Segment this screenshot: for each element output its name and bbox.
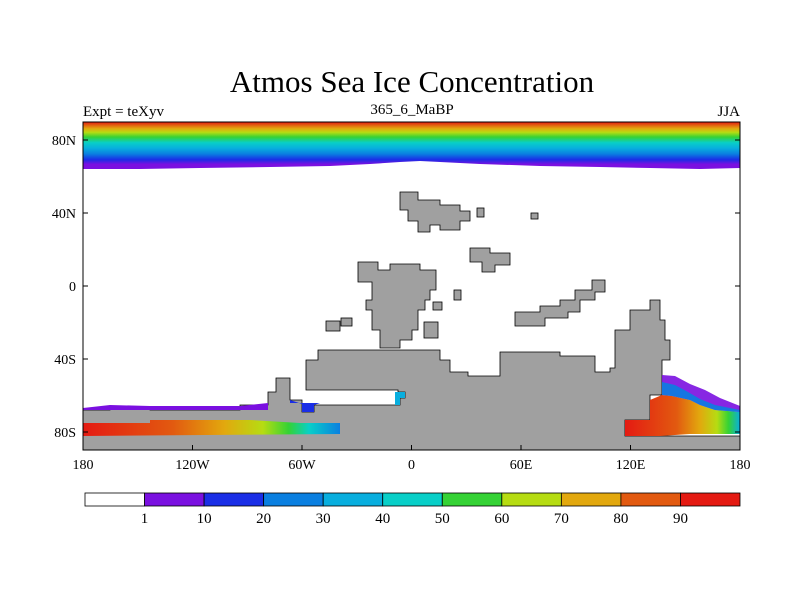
x-tick-label: 0 xyxy=(408,458,415,473)
colorbar-box xyxy=(620,492,681,507)
colorbar-label: 40 xyxy=(375,511,390,527)
colorbar-label: 50 xyxy=(435,511,450,527)
antarctic-sea-ice-east xyxy=(625,395,740,436)
colorbar-label: 10 xyxy=(197,511,212,527)
land-east-asia xyxy=(469,247,511,273)
colorbar-box xyxy=(501,492,562,507)
colorbar-box xyxy=(322,492,384,507)
colorbar-box xyxy=(441,492,503,507)
x-axis: 180 120W 60W 0 60E 120E 180 xyxy=(73,445,751,473)
land-island-central-2 xyxy=(432,301,443,311)
land-island-central xyxy=(453,289,462,301)
colorbar-box xyxy=(203,492,265,507)
colorbar-box xyxy=(680,492,741,507)
y-tick-label: 80S xyxy=(54,426,76,441)
colorbar-box xyxy=(84,492,145,507)
land-madagascar xyxy=(423,321,439,339)
y-tick-label: 40S xyxy=(54,353,76,368)
land-small-island-2 xyxy=(476,207,485,218)
land-small-island xyxy=(530,212,539,220)
experiment-label: Expt = teXyv xyxy=(83,104,164,120)
sea-ice-mid-edge xyxy=(290,400,320,412)
colorbar-label: 60 xyxy=(494,511,509,527)
x-tick-label: 180 xyxy=(73,458,94,473)
y-tick-label: 80N xyxy=(52,134,76,149)
y-tick-label: 40N xyxy=(52,207,76,222)
y-tick-label: 0 xyxy=(69,280,76,295)
arctic-sea-ice xyxy=(83,122,740,169)
land-island-west-2 xyxy=(340,317,353,327)
colorbar-box xyxy=(263,492,324,507)
x-tick-label: 60W xyxy=(288,458,316,473)
colorbar: 1 10 20 30 40 50 60 70 80 90 xyxy=(84,492,741,527)
land-island-west xyxy=(325,320,341,332)
land-eurasia xyxy=(399,191,471,233)
x-tick-label: 180 xyxy=(730,458,751,473)
land-africa xyxy=(357,261,437,349)
period-label: 365_6_MaBP xyxy=(370,102,453,118)
map-title: Atmos Sea Ice Concentration xyxy=(230,64,595,99)
colorbar-label: 90 xyxy=(673,511,688,527)
sea-ice-west-edge xyxy=(83,403,268,410)
antarctic-sea-ice-east-edge xyxy=(662,375,740,412)
antarctic-sea-ice-west xyxy=(83,420,340,436)
land-antarctica xyxy=(83,299,740,450)
colorbar-box xyxy=(382,492,443,507)
colorbar-label: 20 xyxy=(256,511,271,527)
x-tick-label: 60E xyxy=(510,458,533,473)
y-axis: 80N 40N 0 40S 80S xyxy=(52,134,740,441)
colorbar-box xyxy=(144,492,205,507)
colorbar-label: 80 xyxy=(613,511,628,527)
map-plot-area xyxy=(83,122,740,450)
colorbar-label: 30 xyxy=(316,511,331,527)
antarctic-sea-ice-east-mid xyxy=(662,382,740,412)
sea-ice-coast-strip xyxy=(395,392,405,405)
colorbar-box xyxy=(560,492,622,507)
land-australia xyxy=(514,279,606,327)
season-label: JJA xyxy=(717,104,740,120)
colorbar-label: 70 xyxy=(554,511,569,527)
x-tick-label: 120E xyxy=(616,458,646,473)
colorbar-label: 1 xyxy=(141,511,149,527)
x-tick-label: 120W xyxy=(175,458,210,473)
